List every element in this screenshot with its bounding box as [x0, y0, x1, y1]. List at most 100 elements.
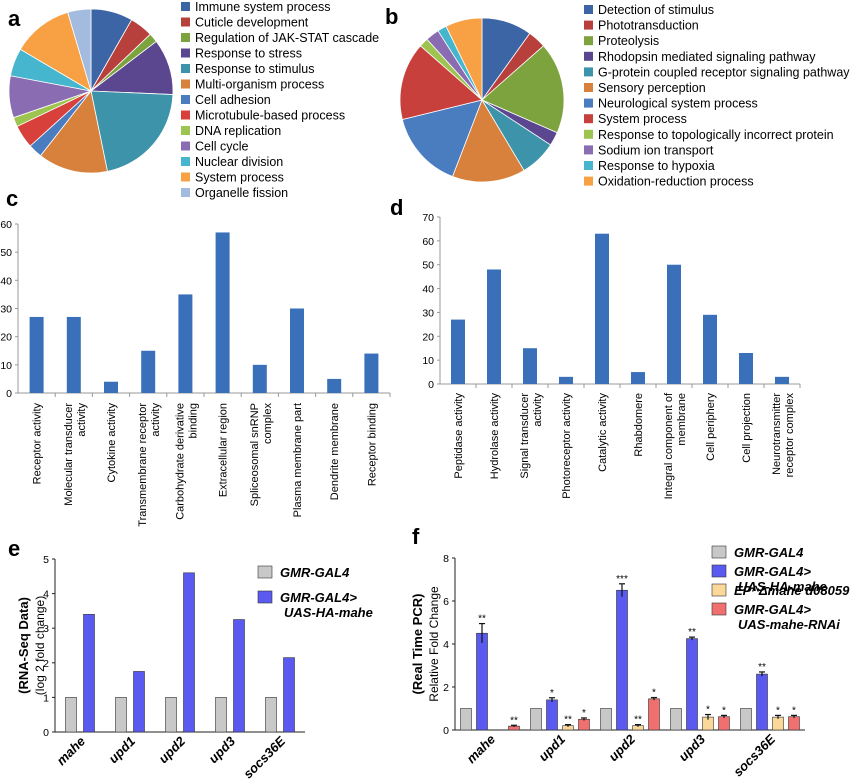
y-axis-label-secondary: Relative Fold Change — [427, 586, 441, 702]
y-tick-label: 0 — [428, 379, 434, 391]
bar — [141, 350, 156, 393]
legend-swatch — [584, 83, 593, 92]
y-tick-label: 0 — [6, 388, 12, 400]
pie-slice — [90, 90, 174, 172]
legend-swatch — [584, 51, 593, 61]
bar-chart-d: 0 10 20 30 40 50 60 70 Peptidase activity Hydrola… — [422, 212, 801, 499]
bar — [670, 708, 682, 731]
legend-swatch — [181, 126, 190, 135]
bar — [65, 697, 77, 733]
legend-label: GMR-GAL4> UAS-HA-mahe — [280, 590, 373, 620]
legend-swatch — [181, 157, 190, 166]
legend-swatch — [584, 67, 593, 77]
x-tick-label: Peptidase activity — [453, 393, 465, 479]
y-axis-label-secondary: (log 2 fold change) — [33, 596, 47, 695]
bar — [451, 319, 465, 384]
legend-label: DNA replication — [195, 124, 281, 138]
bar — [530, 708, 542, 731]
legend-label: EP^Δmahe d08059 — [734, 583, 850, 598]
bar — [165, 697, 177, 733]
x-tick-label: socs36E — [240, 733, 288, 781]
bar — [133, 671, 145, 733]
pie-slice — [67, 8, 92, 92]
significance-label: *** — [616, 574, 628, 585]
legend-label: Response to topologically incorrect prot… — [598, 128, 834, 142]
legend-swatch — [584, 161, 593, 170]
significance-label: ** — [634, 715, 642, 726]
legend-label: System process — [598, 112, 687, 126]
x-tick-label: Plasma membrane part — [292, 403, 304, 517]
y-tick-label: 2 — [43, 658, 49, 670]
legend-swatch — [257, 565, 273, 579]
significance-label: ** — [688, 627, 696, 638]
legend-swatch — [181, 95, 190, 104]
x-tick-label: Hydrolase activity — [489, 393, 501, 480]
legend-swatch — [584, 114, 593, 124]
legend-swatch — [181, 48, 190, 58]
y-tick-label: 0 — [443, 725, 449, 737]
significance-label: * — [722, 705, 726, 716]
pie-chart-b: Detection of stimulus PhototransductionPr… — [399, 3, 850, 189]
x-tick-label: Spliceosomal snRNPcomplex — [249, 403, 274, 507]
x-tick-label: upd1 — [106, 734, 139, 767]
bar — [66, 316, 81, 393]
x-tick-label: Receptor binding — [366, 403, 378, 486]
bar — [476, 632, 488, 731]
bar — [756, 673, 768, 731]
x-tick-label: Cytokine activity — [106, 403, 118, 483]
bar — [233, 619, 245, 733]
y-tick-label: 40 — [422, 284, 434, 296]
legend-swatch — [181, 172, 190, 182]
x-tick-label: Molecular transduceractivity — [63, 403, 88, 506]
y-tick-label: 30 — [422, 307, 434, 319]
x-tick-label: Photoreceptor activity — [561, 393, 573, 499]
bar — [600, 708, 612, 731]
legend-swatch — [181, 79, 190, 89]
legend-swatch — [711, 545, 727, 559]
x-tick-label: Carbohydrate derivativebinding — [174, 403, 199, 520]
x-tick-label: Receptor activity — [32, 403, 44, 485]
y-tick-label: 20 — [422, 331, 434, 343]
pie-slice — [399, 45, 483, 121]
legend-swatch — [181, 110, 190, 120]
x-tick-label: socs36E — [730, 731, 778, 779]
bar — [83, 614, 95, 733]
legend-label: Immune system process — [195, 0, 330, 14]
bar — [178, 294, 193, 393]
legend-swatch — [711, 583, 727, 597]
y-tick-label: 10 — [422, 355, 434, 367]
bar — [648, 698, 660, 731]
pie-slice — [451, 99, 525, 183]
significance-label: ** — [478, 614, 486, 625]
legend-label: Response to stimulus — [195, 62, 315, 76]
legend-label: GMR-GAL4 — [734, 545, 804, 560]
significance-label: * — [652, 688, 656, 699]
legend-swatch — [181, 33, 190, 42]
legend-swatch — [181, 188, 190, 197]
y-tick-label: 1 — [43, 692, 49, 704]
legend-swatch — [181, 2, 190, 11]
y-tick-label: 60 — [0, 219, 12, 231]
legend-label: Cuticle development — [195, 16, 309, 30]
legend-label: Microtubule-based process — [195, 109, 345, 123]
x-tick-label: upd3 — [206, 733, 239, 766]
legend-label: Proteolysis — [598, 34, 659, 48]
x-tick-label: upd1 — [536, 732, 569, 765]
legend-label: Oxidation-reduction process — [598, 175, 754, 189]
panel-label-f: f — [412, 524, 420, 549]
legend-label: Cell adhesion — [195, 93, 271, 107]
bar — [703, 314, 717, 384]
bar — [788, 716, 800, 731]
legend-label: Phototransduction — [598, 19, 699, 33]
legend-label: Cell cycle — [195, 140, 249, 154]
bar-chart-c: 0 10 20 30 40 50 60 Receptor activity Molecular … — [0, 219, 391, 527]
bar — [183, 572, 195, 733]
x-tick-label: Signal transduceractivity — [519, 393, 544, 479]
bar — [290, 308, 304, 393]
y-tick-label: 60 — [422, 236, 434, 248]
bar — [667, 264, 681, 384]
bar — [718, 716, 730, 731]
significance-label: * — [706, 705, 710, 716]
y-tick-label: 50 — [0, 247, 12, 259]
bar — [327, 378, 342, 393]
